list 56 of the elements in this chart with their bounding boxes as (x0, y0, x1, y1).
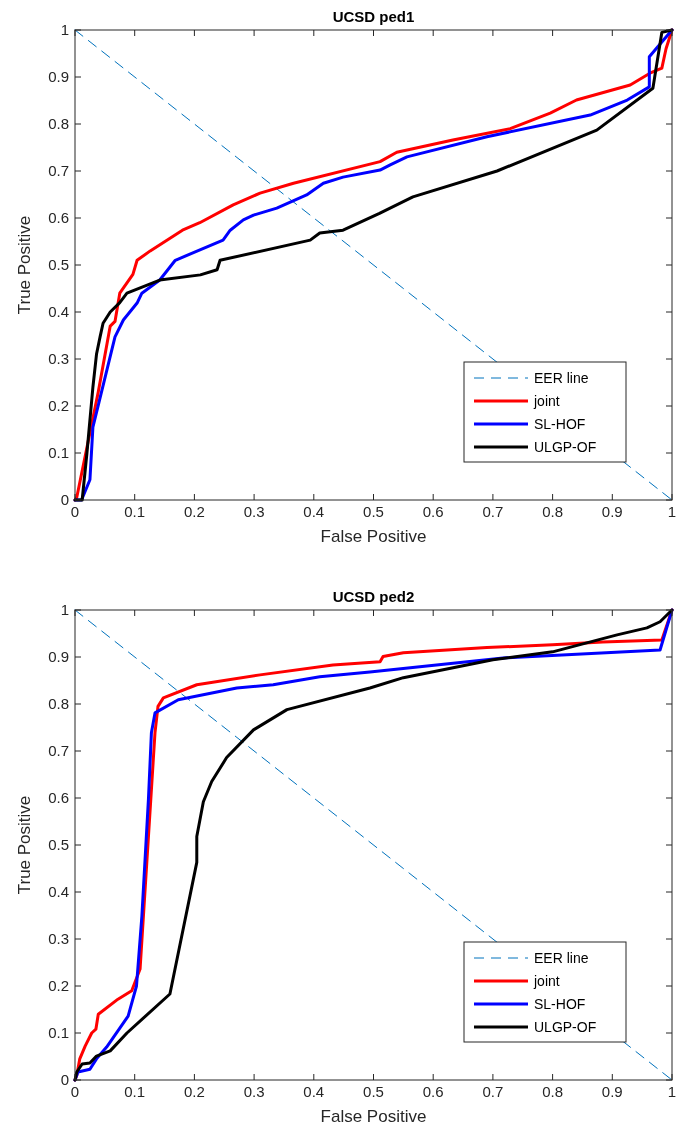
x-tick-label: 0.8 (542, 503, 564, 520)
y-tick-label: 0.4 (48, 883, 69, 900)
y-tick-label: 0.3 (48, 350, 69, 367)
legend-label: joint (533, 973, 560, 989)
y-tick-label: 0.2 (48, 977, 69, 994)
x-tick-label: 0.8 (542, 1083, 564, 1100)
x-tick-label: 0.3 (243, 503, 265, 520)
y-tick-label: 0.2 (48, 397, 69, 414)
chart-title: UCSD ped1 (332, 8, 415, 25)
x-tick-label: 0.1 (124, 1083, 146, 1100)
chart-title: UCSD ped2 (332, 588, 415, 605)
x-tick-label: 1 (667, 503, 677, 520)
x-tick-label: 0.6 (422, 503, 444, 520)
y-tick-label: 0.7 (48, 742, 69, 759)
y-tick-label: 0.6 (48, 209, 69, 226)
y-tick-label: 0.8 (48, 115, 69, 132)
y-tick-label: 0 (60, 491, 69, 508)
y-tick-label: 0.8 (48, 695, 69, 712)
x-axis-title: False Positive (320, 527, 427, 546)
legend-label: EER line (534, 370, 589, 386)
x-tick-label: 0.7 (482, 503, 504, 520)
legend-label: ULGP-OF (534, 439, 597, 455)
x-tick-label: 0.5 (363, 503, 384, 520)
y-tick-label: 0.1 (48, 1024, 69, 1041)
y-axis-title: True Positive (15, 215, 34, 315)
y-tick-label: 0.1 (48, 444, 69, 461)
y-tick-label: 0.7 (48, 162, 69, 179)
y-tick-label: 0.6 (48, 789, 69, 806)
y-tick-label: 1 (60, 601, 69, 618)
legend-label: ULGP-OF (534, 1019, 597, 1035)
x-tick-label: 0.1 (124, 503, 146, 520)
x-tick-label: 0.4 (303, 1083, 325, 1100)
y-tick-label: 0.5 (48, 256, 69, 273)
x-tick-label: 0.6 (422, 1083, 444, 1100)
x-tick-label: 0.7 (482, 1083, 504, 1100)
legend-label: EER line (534, 950, 589, 966)
y-tick-label: 0.3 (48, 930, 69, 947)
legend-label: joint (533, 393, 560, 409)
y-axis-title: True Positive (15, 795, 34, 895)
y-tick-label: 0.4 (48, 303, 69, 320)
y-tick-label: 0.9 (48, 68, 69, 85)
x-tick-label: 0.9 (601, 503, 623, 520)
x-tick-label: 0.2 (183, 503, 205, 520)
legend-label: SL-HOF (534, 996, 586, 1012)
x-tick-label: 1 (667, 1083, 677, 1100)
x-tick-label: 0.2 (183, 1083, 205, 1100)
x-tick-label: 0.3 (243, 1083, 265, 1100)
x-tick-label: 0.5 (363, 1083, 384, 1100)
y-tick-label: 0.9 (48, 648, 69, 665)
x-tick-label: 0.9 (601, 1083, 623, 1100)
legend-label: SL-HOF (534, 416, 586, 432)
y-tick-label: 1 (60, 21, 69, 38)
x-tick-label: 0.4 (303, 503, 325, 520)
x-axis-title: False Positive (320, 1107, 427, 1126)
y-tick-label: 0.5 (48, 836, 69, 853)
y-tick-label: 0 (60, 1071, 69, 1088)
